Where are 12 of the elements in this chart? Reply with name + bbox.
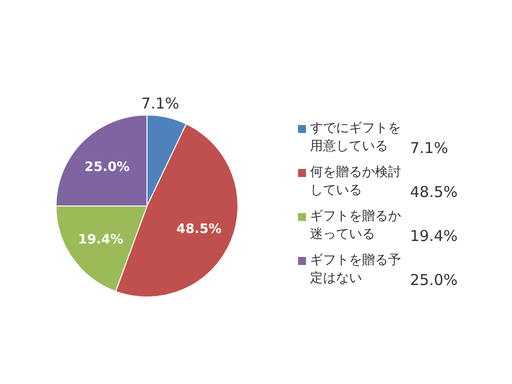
data-label: 25.0%: [84, 160, 130, 176]
text: 48.5%: [410, 183, 458, 201]
legend-label: 何を贈るか検討している: [310, 164, 402, 200]
text: 25.0%: [410, 271, 458, 289]
text: 19.4%: [410, 227, 458, 245]
legend-label: ギフトを贈るか迷っている: [310, 208, 402, 244]
data-label: 7.1%: [141, 94, 180, 113]
legend-label: ギフトを贈る予定はない: [310, 252, 402, 288]
data-label: 48.5%: [176, 222, 222, 237]
text: 7.1%: [410, 139, 448, 157]
legend-label: すでにギフトを用意している: [310, 120, 402, 156]
data-label: 19.4%: [78, 232, 124, 248]
